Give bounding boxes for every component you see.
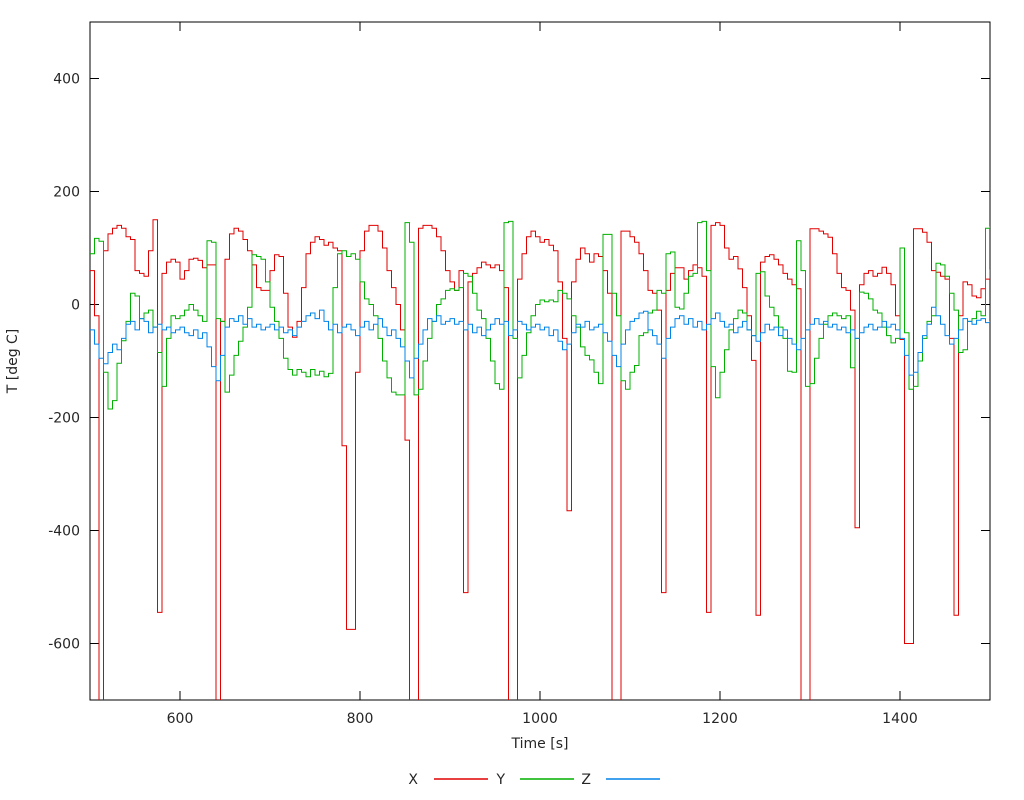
x-tick-label: 600 [167, 711, 194, 727]
y-tick-label: 400 [53, 72, 80, 88]
legend-label-z: Z [581, 772, 591, 788]
legend-label-y: Y [495, 772, 505, 788]
series-x-line [90, 219, 990, 700]
legend-item-y: Y [495, 772, 574, 788]
y-axis-title: T [deg C] [5, 329, 21, 395]
y-tick-label: -600 [48, 637, 80, 653]
series-z-line [90, 306, 990, 382]
x-tick-label: 800 [347, 711, 374, 727]
x-tick-label: 1000 [522, 711, 558, 727]
y-tick-label: -200 [48, 411, 80, 427]
axis-ticks [90, 22, 990, 700]
x-tick-label: 1200 [702, 711, 738, 727]
series-group [90, 219, 990, 700]
x-axis-title: Time [s] [511, 736, 569, 752]
y-tick-label: -400 [48, 524, 80, 540]
legend-label-x: X [408, 772, 418, 788]
legend: X Y Z [408, 772, 660, 788]
legend-item-x: X [408, 772, 488, 788]
legend-item-z: Z [581, 772, 660, 788]
y-tick-label: 0 [71, 298, 80, 314]
y-tick-label: 200 [53, 185, 80, 201]
axis-tick-labels: 600 800 1000 1200 1400 -600 -400 -200 0 200 400 [48, 72, 918, 728]
x-tick-label: 1400 [882, 711, 918, 727]
series-y-line [90, 220, 990, 410]
